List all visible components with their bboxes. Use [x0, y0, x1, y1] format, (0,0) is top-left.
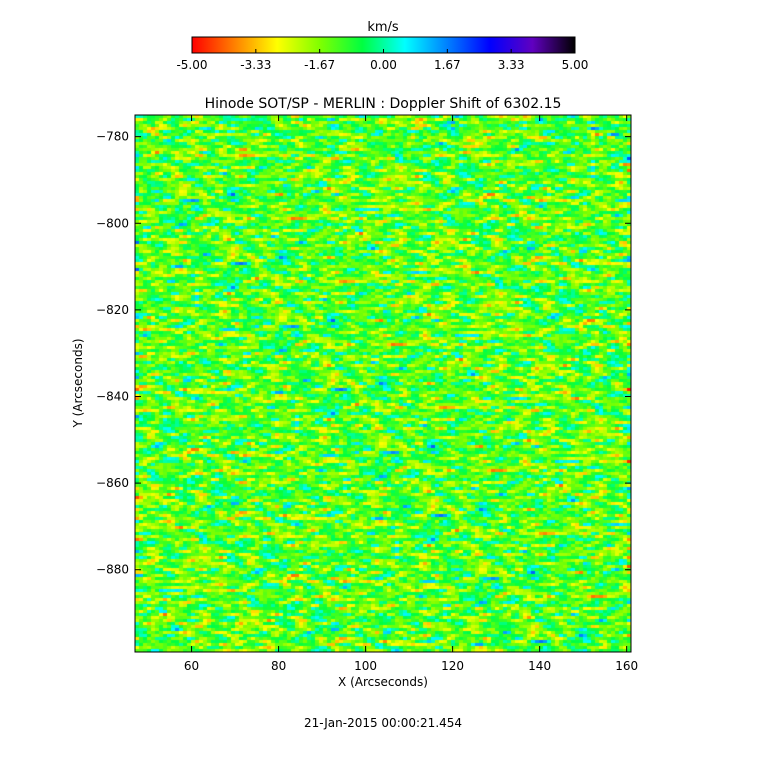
x-tick-label: 100 — [354, 659, 377, 673]
x-tick-label: 140 — [528, 659, 551, 673]
colorbar-ticks: -5.00 -3.33 -1.67 0.00 1.67 3.33 5.00 — [176, 49, 588, 72]
colorbar-tick-label: -1.67 — [304, 58, 335, 72]
y-tick-label: −780 — [96, 130, 129, 144]
timestamp: 21-Jan-2015 00:00:21.454 — [304, 716, 462, 730]
colorbar-tick-label: -3.33 — [240, 58, 271, 72]
x-tick-label: 60 — [184, 659, 199, 673]
x-tick-label: 120 — [441, 659, 464, 673]
y-tick-label: −860 — [96, 476, 129, 490]
y-axis: −780 −800 −820 −840 −860 −880 — [96, 130, 631, 577]
plot-area: 60 80 100 120 140 160 −780 −800 −820 −840 −860 −88… — [96, 114, 638, 673]
x-tick-label: 160 — [615, 659, 638, 673]
x-axis-label: X (Arcseconds) — [338, 675, 428, 689]
y-tick-label: −820 — [96, 303, 129, 317]
doppler-heatmap — [135, 115, 631, 652]
x-tick-label: 80 — [271, 659, 286, 673]
y-tick-label: −880 — [96, 563, 129, 577]
y-tick-label: −800 — [96, 216, 129, 230]
y-tick-label: −840 — [96, 389, 129, 403]
colorbar: km/s -5.00 -3.33 -1.67 0.00 1.67 3.33 5.00 — [176, 20, 588, 72]
colorbar-tick-label: 0.00 — [370, 58, 397, 72]
x-axis: 60 80 100 120 140 160 — [184, 115, 638, 673]
colorbar-tick-label: 3.33 — [498, 58, 525, 72]
colorbar-label: km/s — [367, 20, 399, 35]
colorbar-tick-label: 1.67 — [434, 58, 461, 72]
colorbar-tick-label: -5.00 — [176, 58, 207, 72]
plot-frame — [134, 114, 632, 653]
y-axis-label: Y (Arcseconds) — [71, 338, 85, 428]
chart-title: Hinode SOT/SP - MERLIN : Doppler Shift o… — [205, 96, 562, 112]
colorbar-tick-label: 5.00 — [562, 58, 589, 72]
